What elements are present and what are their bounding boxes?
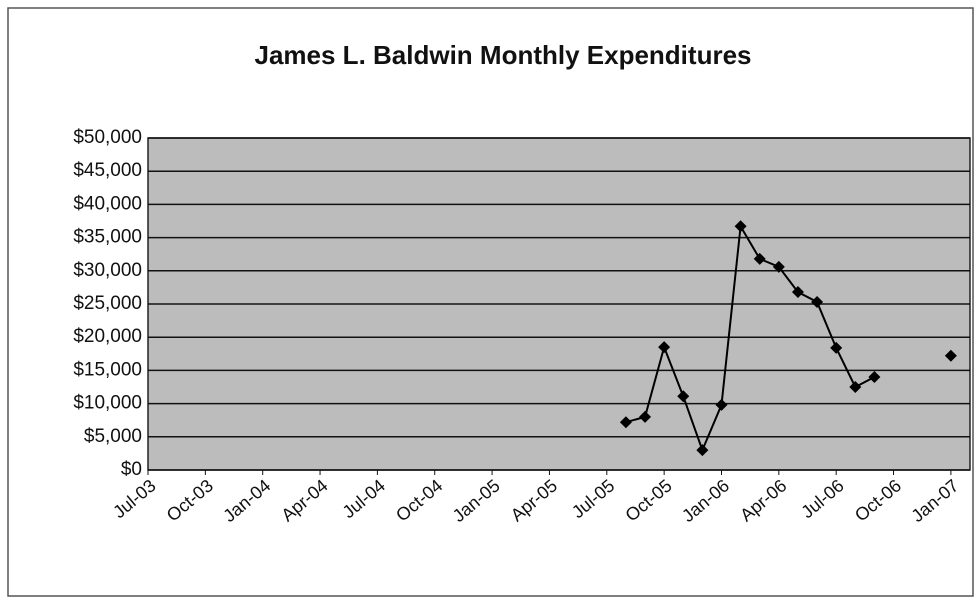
y-tick-label: $40,000 — [73, 193, 142, 214]
data-point — [734, 220, 747, 233]
data-point — [772, 260, 785, 273]
y-tick-label: $35,000 — [73, 227, 142, 248]
data-point — [811, 296, 824, 309]
data-point — [715, 398, 728, 411]
data-point — [868, 371, 881, 384]
y-tick-label: $15,000 — [73, 359, 142, 380]
data-point — [658, 341, 671, 354]
data-point — [830, 341, 843, 354]
y-tick-label: $30,000 — [73, 260, 142, 281]
data-point — [849, 381, 862, 393]
y-tick-label: $10,000 — [73, 393, 142, 414]
data-point — [791, 286, 804, 299]
y-tick-label: $20,000 — [73, 326, 142, 347]
y-tick-label: $25,000 — [73, 293, 142, 314]
data-point — [639, 410, 652, 423]
y-tick-label: $0 — [121, 459, 142, 480]
data-point — [619, 416, 632, 429]
y-tick-label: $5,000 — [84, 426, 142, 447]
series-line — [625, 223, 875, 453]
y-tick-label: $50,000 — [73, 127, 142, 148]
data-point — [696, 444, 709, 457]
y-tick-label: $45,000 — [73, 160, 142, 181]
data-point — [944, 349, 957, 362]
data-point — [677, 390, 690, 403]
chart-title: James L. Baldwin Monthly Expenditures — [255, 40, 752, 70]
data-point — [753, 252, 766, 265]
